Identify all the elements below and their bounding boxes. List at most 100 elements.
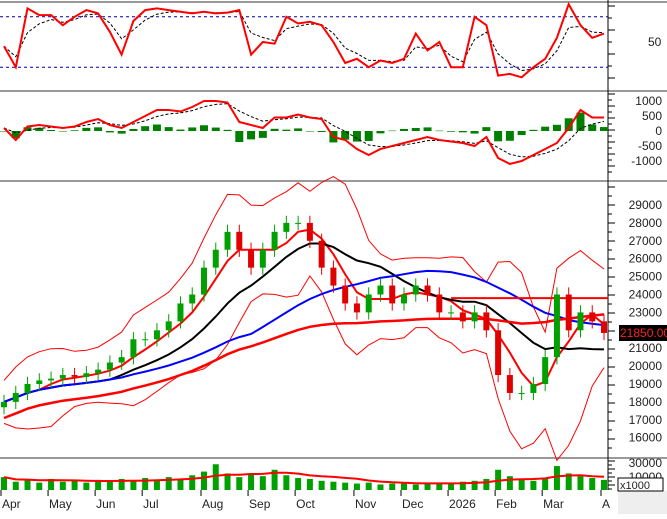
candle-body [12,392,19,402]
candle-body [389,285,396,304]
volume-bar [353,483,360,490]
price-tick-label: 26000 [629,252,663,266]
candle-body [377,285,384,295]
macd-histogram-bar [564,118,573,131]
macd-histogram-bar [352,131,361,142]
volume-bar [471,480,478,490]
volume-bar [601,479,607,490]
macd-histogram-bar [458,131,467,133]
macd-histogram-bar [317,131,326,133]
macd-histogram-bar [129,128,138,131]
macd-histogram-bar [435,130,444,132]
volume-bar [95,479,102,490]
candle-body [542,357,549,384]
volume-tick-label: 30000 [629,456,663,470]
macd-tick-label: 0 [655,124,662,138]
volume-bar [342,482,349,490]
candle-body [24,384,31,393]
macd-histogram-bar [447,131,456,132]
corner-area [618,491,667,514]
x-tick-label: Dec [402,497,423,511]
volume-bar [436,482,443,490]
macd-histogram-bar [235,131,244,143]
candle-body [71,375,78,377]
candle-body [224,231,231,250]
volume-bar [483,478,490,490]
candle-body [177,303,184,322]
volume-bar [83,482,90,490]
candle-body [601,321,607,333]
macd-histogram-bar [341,131,350,140]
candle-body [518,392,525,394]
macd-histogram-bar [494,131,503,142]
macd-histogram-bar [505,131,514,141]
macd-histogram-bar [117,131,126,134]
x-axis-band [0,491,667,514]
candle-body [59,375,66,379]
x-tick-label: Mar [543,497,564,511]
candle-body [530,384,537,393]
x-tick-label: Aug [202,497,223,511]
macd-histogram-bar [23,127,32,131]
x-tick-label: A [602,497,610,511]
volume-bar [165,477,172,490]
candle-body [459,312,466,322]
volume-bar [518,479,525,490]
candle-body [342,285,349,304]
macd-histogram-bar [247,131,256,140]
candle-body [153,330,160,340]
macd-histogram-bar [282,129,291,131]
macd-histogram-bar [188,127,197,131]
price-tick-label: 21000 [629,341,663,355]
macd-histogram-bar [576,112,585,131]
volume-unit-box [617,477,664,492]
volume-bar [212,464,219,490]
volume-bar [177,478,184,490]
macd-histogram-bar [0,131,8,132]
macd-histogram-bar [588,124,597,131]
x-tick-label: May [49,497,72,511]
volume-bar [48,478,55,490]
oscillator-signal-line [3,10,605,72]
volume-bar [153,479,160,490]
candle-body [306,222,313,241]
candle-body [589,312,596,322]
volume-bar [565,473,572,490]
candle-body [212,249,219,268]
macd-histogram-bar [200,125,208,131]
candle-body [412,285,419,295]
macd-histogram-bar [58,131,67,132]
macd-histogram-bar [82,127,91,131]
candle-body [36,380,43,384]
candle-body [577,312,584,331]
macd-histogram-bar [600,127,608,131]
candle-body [553,294,560,358]
volume-bar [142,478,149,490]
oscillator-line [3,1,605,79]
candle-body [259,249,266,268]
macd-histogram-bar [529,129,538,131]
macd-tick-label: 500 [642,109,662,123]
volume-bar [189,475,196,490]
volume-bar [318,480,325,490]
candle-body [365,294,372,313]
volume-bar [330,481,337,490]
volume-bar [401,482,407,490]
candle-body [506,375,513,393]
ma-long-line [3,313,605,420]
price-tick-label: 29000 [629,198,663,212]
macd-histogram-bar [152,124,161,131]
bollinger-upper-line [3,176,605,381]
last-price-label: 21850.00 [620,326,667,340]
candle-body [248,249,255,268]
volume-bar [389,483,396,490]
volume-bar [365,482,372,490]
volume-bar [236,477,243,490]
candle-body [165,321,172,331]
candle-body [189,294,196,304]
x-tick-label: Jul [143,497,158,511]
macd-histogram-bar [482,127,491,131]
x-axis: Apr May Jun Jul Aug Sep Oct Nov Dec 2026 Feb Mar A [0,490,610,511]
volume-bar [306,478,313,490]
